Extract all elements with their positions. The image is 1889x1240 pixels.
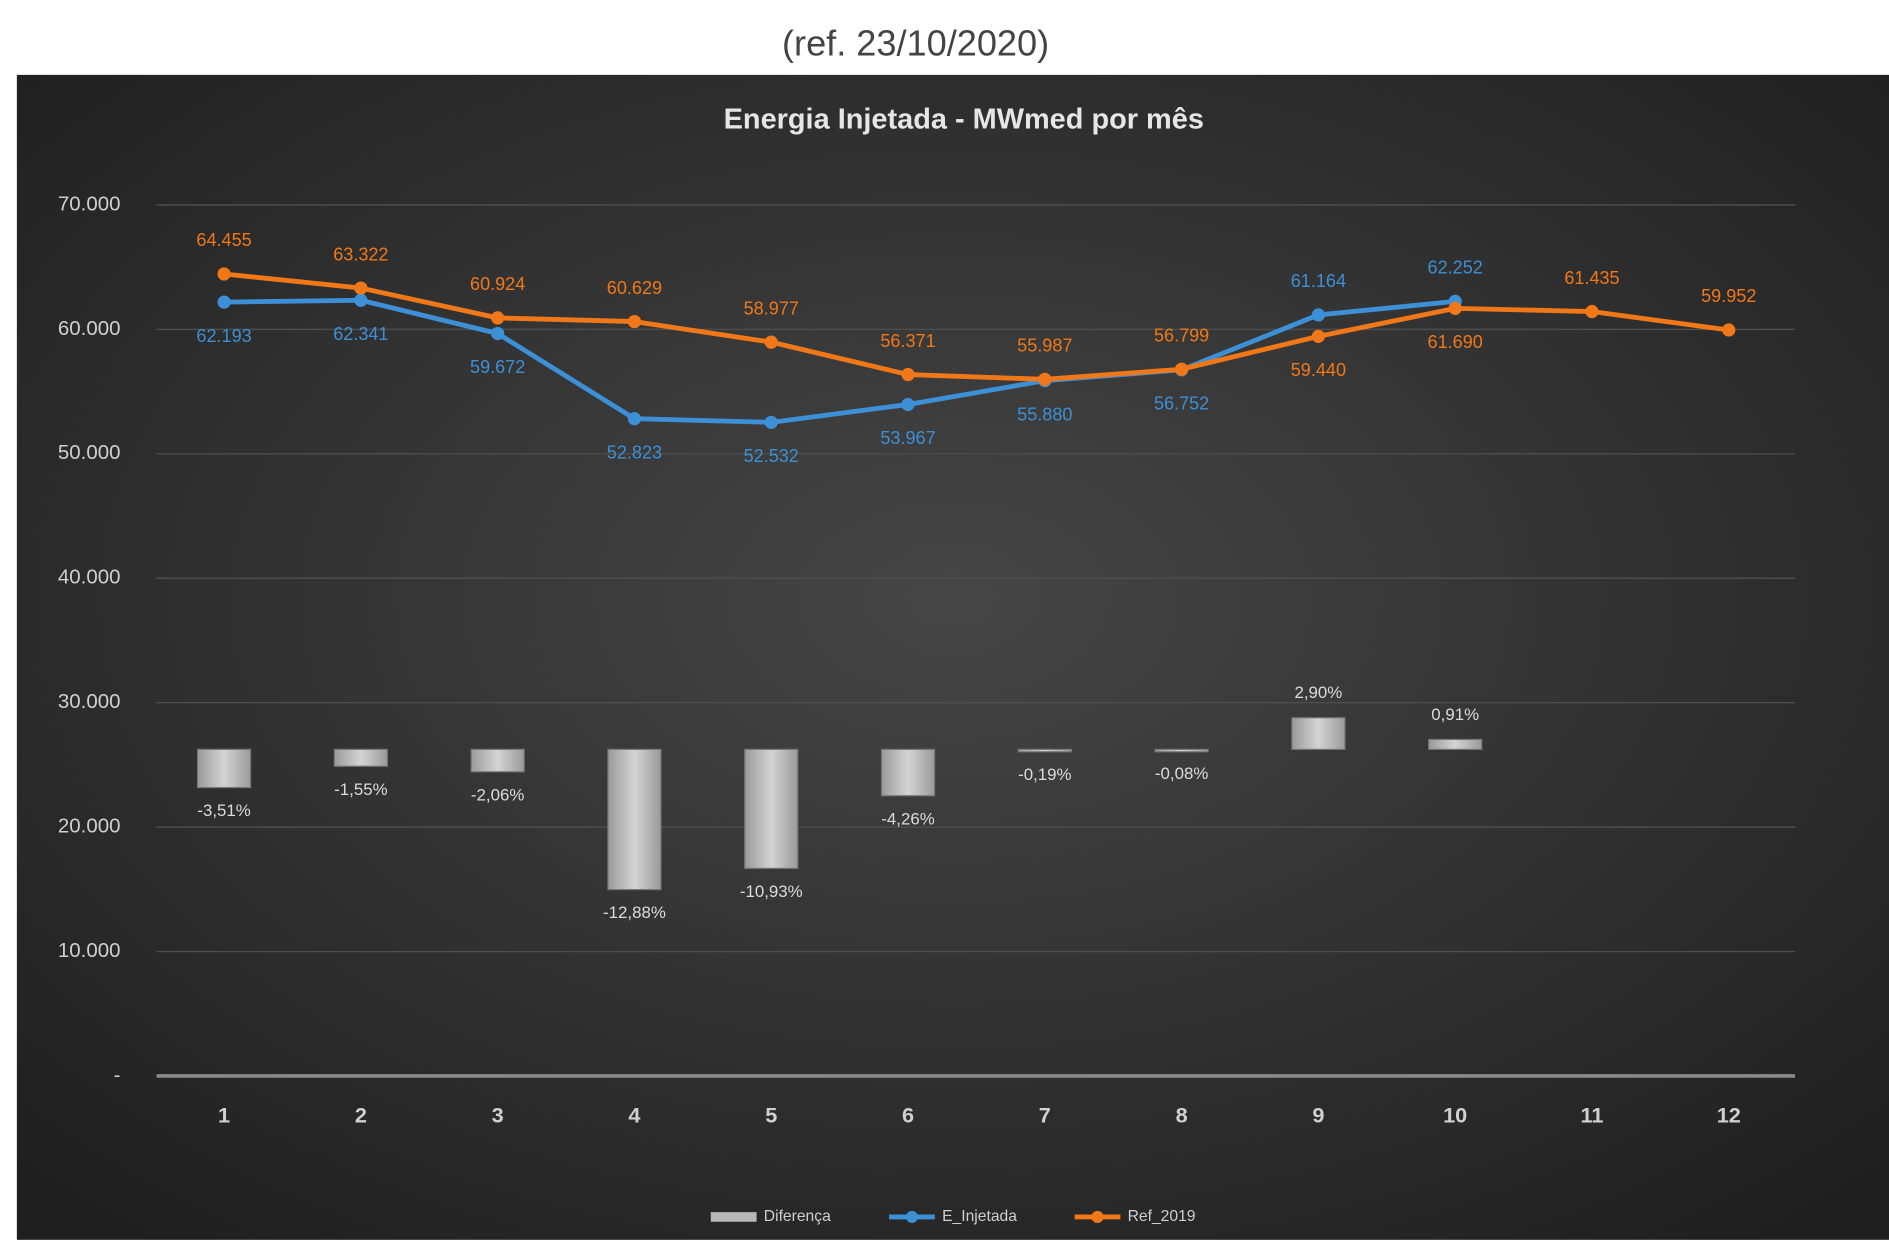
data-label: 59.672 <box>470 357 525 377</box>
bar <box>333 748 388 767</box>
bar <box>470 748 525 773</box>
y-tick-label: 40.000 <box>58 566 121 589</box>
y-tick-label: 30.000 <box>58 690 121 713</box>
marker <box>764 335 778 349</box>
data-label: 61.690 <box>1428 332 1483 352</box>
data-label: -0,08% <box>1155 764 1208 783</box>
x-tick-label: 11 <box>1581 1103 1604 1128</box>
x-tick-label: 5 <box>765 1103 777 1128</box>
data-label: 0,91% <box>1431 705 1479 724</box>
data-label: 56.371 <box>880 331 935 351</box>
bar <box>744 748 799 869</box>
marker <box>1311 329 1326 343</box>
bar <box>1428 738 1483 750</box>
line <box>223 271 1730 382</box>
y-tick-label: - <box>114 1063 121 1086</box>
marker <box>627 314 642 329</box>
data-label: 61.435 <box>1564 268 1619 288</box>
marker <box>901 397 915 412</box>
legend-label: Diferença <box>764 1208 831 1225</box>
marker <box>901 367 915 382</box>
marker <box>354 281 368 295</box>
marker <box>354 293 368 307</box>
legend-label: Ref_2019 <box>1128 1208 1196 1225</box>
line <box>224 297 1456 425</box>
data-label: 56.799 <box>1154 325 1209 345</box>
y-tick-label: 50.000 <box>58 441 121 464</box>
marker <box>764 415 778 429</box>
data-label: 58.977 <box>744 298 799 318</box>
chart-title: Energia Injetada - MWmed por mês <box>724 103 1204 135</box>
marker <box>491 326 505 341</box>
data-label: 2,90% <box>1294 683 1342 702</box>
x-tick-label: 12 <box>1717 1103 1741 1128</box>
x-tick-label: 2 <box>355 1103 367 1128</box>
data-label: 60.629 <box>607 278 662 298</box>
y-tick-label: 60.000 <box>58 317 121 340</box>
x-tick-label: 9 <box>1312 1103 1324 1128</box>
bar <box>607 748 662 891</box>
y-tick-label: 10.000 <box>58 939 121 962</box>
data-label: -1,55% <box>334 780 387 799</box>
data-label: 64.455 <box>196 230 251 250</box>
marker <box>217 267 231 281</box>
x-tick-label: 4 <box>628 1103 640 1128</box>
data-label: 60.924 <box>470 274 525 294</box>
data-label: 62.252 <box>1428 258 1483 278</box>
data-label: 59.952 <box>1701 286 1756 306</box>
data-label: 52.532 <box>744 446 799 466</box>
marker <box>491 311 505 325</box>
x-tick-label: 6 <box>902 1103 914 1128</box>
data-label: 62.193 <box>196 326 251 346</box>
legend-swatch <box>905 1210 918 1223</box>
caption: (ref. 23/10/2020) <box>782 22 1049 63</box>
data-label: 62.341 <box>333 324 388 344</box>
data-label: -2,06% <box>471 785 524 804</box>
marker <box>217 295 231 309</box>
data-label: -3,51% <box>197 801 250 820</box>
data-label: -10,93% <box>740 882 803 901</box>
legend-label: E_Injetada <box>942 1208 1017 1225</box>
data-label: 61.164 <box>1291 271 1346 291</box>
bar <box>1017 748 1072 753</box>
marker <box>1174 362 1189 376</box>
legend-swatch <box>1091 1210 1104 1223</box>
data-label: -4,26% <box>881 809 934 828</box>
bar <box>1291 717 1346 750</box>
data-label: 52.823 <box>607 442 662 462</box>
data-label: 59.440 <box>1291 360 1346 380</box>
marker <box>1722 323 1736 337</box>
bar <box>1154 748 1209 753</box>
data-label: 55.987 <box>1017 336 1072 356</box>
marker <box>1311 308 1326 322</box>
x-tick-label: 8 <box>1176 1103 1188 1128</box>
bar <box>880 748 936 797</box>
marker <box>1038 372 1052 386</box>
x-tick-label: 1 <box>218 1103 230 1128</box>
data-label: 63.322 <box>333 244 388 264</box>
data-label: -0,19% <box>1018 765 1071 784</box>
marker <box>627 412 642 426</box>
marker <box>1585 304 1599 319</box>
data-label: 55.880 <box>1017 404 1072 424</box>
data-label: 56.752 <box>1154 394 1209 414</box>
data-label: 53.967 <box>880 428 935 448</box>
x-tick-label: 3 <box>492 1103 504 1128</box>
chart-background <box>16 74 1889 1240</box>
legend-swatch <box>710 1212 757 1222</box>
x-tick-label: 10 <box>1443 1103 1467 1128</box>
y-tick-label: 70.000 <box>58 192 121 215</box>
marker <box>1448 301 1462 316</box>
data-label: -12,88% <box>603 903 666 922</box>
x-tick-label: 7 <box>1039 1103 1051 1128</box>
bar <box>196 748 252 789</box>
y-tick-label: 20.000 <box>58 815 121 838</box>
